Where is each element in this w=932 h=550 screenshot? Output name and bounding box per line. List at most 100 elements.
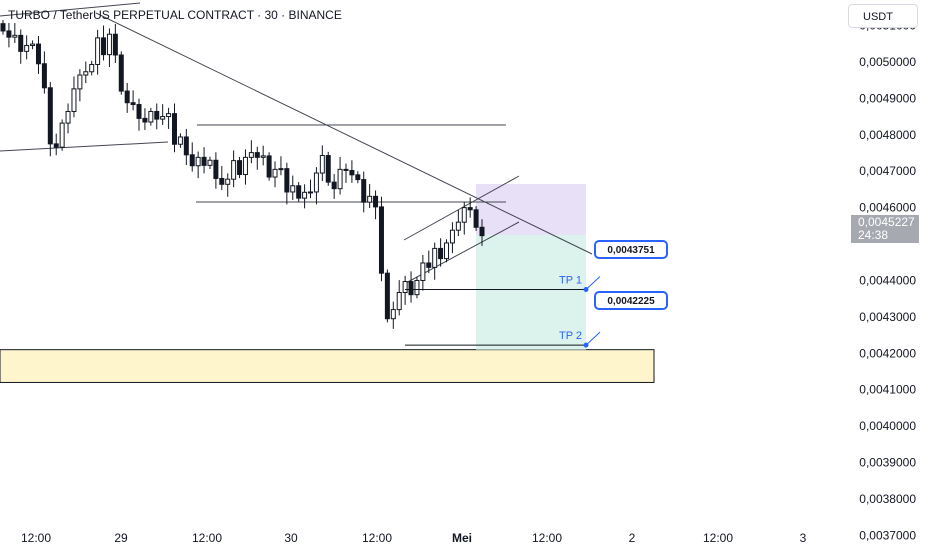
candle-body [237, 160, 243, 175]
candle-body [420, 262, 426, 281]
candle-body [6, 30, 12, 38]
time-axis[interactable]: 12:00 29 12:00 30 12:00 Mei 12:00 2 12:00 3 [21, 531, 807, 545]
candle-body [343, 168, 349, 171]
candle-body [53, 143, 59, 148]
price-tick-label: 0,0037000 [859, 528, 916, 542]
support-zone [0, 349, 655, 383]
candle-body [302, 191, 308, 199]
candle-body [130, 102, 136, 106]
candle-body [0, 23, 6, 32]
drawings-layer [0, 2, 593, 285]
descending-trendline [95, 12, 593, 255]
zones-layer [0, 183, 655, 383]
candle-body [124, 90, 130, 104]
candle-body [449, 229, 455, 244]
candle-body [71, 88, 77, 112]
candle-body [189, 154, 195, 167]
target-name-1: TP 1 [559, 275, 582, 287]
tp2-price-label[interactable]: 0,0042225 [594, 291, 668, 310]
price-tick-label: 0,0047000 [859, 164, 916, 178]
time-tick-label: Mei [452, 531, 472, 545]
candle-body [272, 168, 278, 178]
candle-body [444, 242, 450, 260]
time-tick-label: 2 [629, 531, 636, 545]
candle-body [47, 87, 53, 145]
top-left-line [0, 2, 141, 17]
candle-body [373, 195, 379, 208]
candle-body [278, 168, 284, 171]
price-axis[interactable]: 0,00510000,00500000,00490000,00480000,00… [859, 18, 916, 542]
time-tick-label: 3 [800, 531, 807, 545]
candle-body [390, 309, 396, 320]
price-tick-label: 0,0048000 [859, 128, 916, 142]
candle-body [337, 168, 343, 190]
candle-body [325, 155, 331, 183]
candle-body [201, 156, 207, 166]
candle-body [254, 152, 260, 158]
current-price-tag: 0,0045227 24:38 [851, 215, 919, 243]
candle-body [166, 113, 172, 118]
candle-body [426, 262, 432, 268]
time-tick-label: 12:00 [532, 531, 562, 545]
candle-body [473, 209, 479, 228]
candle-body [455, 221, 461, 231]
tp1-price-label[interactable]: 0,0043751 [594, 240, 668, 259]
candle-body [467, 207, 473, 211]
candle-countdown: 24:38 [858, 228, 889, 242]
channel-upper-line [403, 175, 520, 241]
candle-body [355, 174, 361, 181]
candle-body [18, 34, 24, 52]
candles-layer [0, 20, 485, 329]
time-tick-label: 12:00 [21, 531, 51, 545]
candle-body [101, 37, 107, 56]
profit-zone [476, 234, 586, 350]
current-price-value: 0,0045227 [858, 215, 915, 229]
candle-body [171, 113, 177, 145]
candle-body [195, 156, 201, 167]
candle-body [183, 136, 189, 156]
target-callout-2 [585, 331, 601, 346]
candle-body [284, 168, 290, 193]
candle-body [319, 155, 325, 174]
candle-body [361, 179, 367, 203]
price-tick-label: 0,0041000 [859, 383, 916, 397]
candle-body [41, 63, 47, 89]
target-callout-1 [585, 276, 601, 290]
candle-body [308, 191, 314, 194]
candle-body [160, 116, 166, 120]
currency-button[interactable]: USDT [848, 4, 918, 28]
candle-body [106, 33, 112, 56]
candle-body [77, 74, 83, 90]
candle-body [118, 54, 124, 92]
candle-body [378, 206, 384, 274]
candle-body [408, 281, 414, 296]
candle-body [207, 159, 213, 166]
price-tick-label: 0,0039000 [859, 456, 916, 470]
price-tick-label: 0,0049000 [859, 91, 916, 105]
candle-body [219, 177, 225, 185]
candle-body [177, 136, 183, 145]
candle-body [225, 178, 231, 185]
candle-body [35, 43, 41, 65]
time-tick-label: 12:00 [362, 531, 392, 545]
price-tick-label: 0,0043000 [859, 310, 916, 324]
candle-body [231, 160, 237, 180]
candle-body [12, 34, 18, 38]
candle-body [112, 33, 118, 56]
candle-body [313, 172, 319, 193]
candle-body [296, 185, 302, 199]
candle-body [438, 247, 444, 260]
candle-body [461, 207, 467, 223]
price-tick-label: 0,0038000 [859, 492, 916, 506]
candle-body [260, 155, 266, 158]
candle-body [479, 226, 485, 237]
candle-body [384, 272, 390, 320]
target-lines-layer: TP 1 TP 2 [405, 275, 601, 348]
price-tick-label: 0,0040000 [859, 419, 916, 433]
price-tick-label: 0,0044000 [859, 273, 916, 287]
candle-body [148, 110, 154, 123]
stop-loss-zone [476, 183, 586, 235]
candle-body [402, 281, 408, 293]
